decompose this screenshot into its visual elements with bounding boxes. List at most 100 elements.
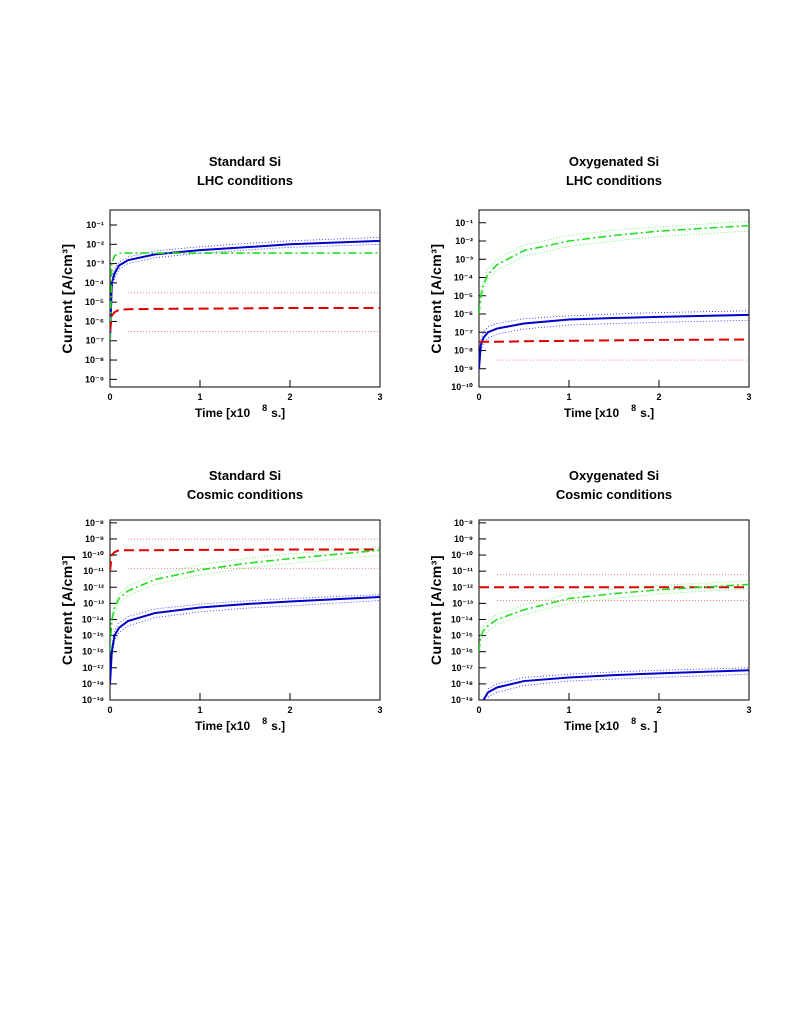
- y-tick-label: 10⁻¹⁸: [82, 679, 104, 689]
- y-tick-label: 10⁻¹⁰: [451, 382, 473, 392]
- x-tick-label: 2: [656, 705, 661, 715]
- y-tick-label: 10⁻¹²: [452, 582, 473, 592]
- panel: Standard Si LHC conditions 10⁻¹ 10⁻² 10⁻³ 10⁻…: [59, 154, 383, 420]
- plot-frame: [109, 519, 381, 701]
- x-axis-label-text: Time [x10: [564, 406, 619, 420]
- x-tick-label: 2: [287, 705, 292, 715]
- series-line: [110, 239, 380, 341]
- x-axis-label-text: Time [x10: [195, 406, 250, 420]
- y-tick-label: 10⁻¹⁵: [451, 631, 473, 641]
- plot-frame: [109, 209, 381, 388]
- series-line: [110, 595, 380, 684]
- series-line: [480, 580, 749, 631]
- y-tick-label: 10⁻¹⁰: [82, 550, 104, 560]
- y-tick-label: 10⁻⁹: [85, 374, 104, 384]
- x-axis-label-text: Time [x10: [564, 719, 619, 733]
- x-axis-label: Time [x10 8 s. ]: [564, 716, 658, 733]
- chart-title: Standard Si: [209, 468, 281, 483]
- series-line: [480, 588, 749, 641]
- x-tick-label: 2: [656, 392, 661, 402]
- series-line: [111, 600, 380, 657]
- y-tick-label: 10⁻⁴: [85, 278, 104, 288]
- y-axis-label: Current [A/cm³]: [59, 555, 75, 665]
- chart-subtitle: Cosmic conditions: [187, 487, 303, 502]
- chart-title: Oxygenated Si: [569, 468, 659, 483]
- y-tick-label: 10⁻⁸: [454, 346, 473, 356]
- chart-subtitle: Cosmic conditions: [556, 487, 672, 502]
- y-tick-label: 10⁻⁷: [86, 336, 105, 346]
- y-tick-label: 10⁻⁷: [455, 327, 474, 337]
- x-axis-label-exponent: 8: [631, 403, 636, 413]
- x-tick-label: 0: [107, 705, 112, 715]
- y-tick-label: 10⁻⁶: [85, 316, 104, 326]
- x-tick-label: 0: [476, 392, 481, 402]
- series-line: [110, 252, 380, 341]
- y-tick-label: 10⁻²: [86, 239, 104, 249]
- y-tick-label: 10⁻⁵: [85, 297, 104, 307]
- series-line: [110, 549, 380, 652]
- y-tick-label: 10⁻¹¹: [452, 566, 473, 576]
- x-axis-label-unit: s.]: [640, 406, 654, 420]
- y-tick-label: 10⁻²: [455, 236, 473, 246]
- y-tick-label: 10⁻¹³: [83, 598, 104, 608]
- x-tick-label: 1: [566, 392, 571, 402]
- series-line: [111, 546, 380, 615]
- series-line: [111, 236, 380, 278]
- series-line: [480, 230, 749, 302]
- x-axis-label-exponent: 8: [262, 403, 267, 413]
- panel: Oxygenated Si LHC conditions 10⁻¹ 10⁻² 10⁻³ 1…: [428, 154, 752, 420]
- y-tick-label: 10⁻¹⁷: [452, 663, 474, 673]
- x-tick-label: 0: [476, 705, 481, 715]
- plot-frame: [478, 209, 750, 388]
- y-tick-label: 10⁻¹⁸: [451, 679, 473, 689]
- y-tick-label: 10⁻¹⁵: [82, 631, 104, 641]
- series-line: [480, 310, 749, 340]
- x-tick-label: 1: [197, 392, 202, 402]
- y-tick-label: 10⁻⁸: [85, 518, 104, 528]
- series-line: [479, 313, 749, 369]
- x-tick-label: 3: [377, 705, 382, 715]
- y-tick-label: 10⁻¹⁰: [451, 550, 473, 560]
- y-tick-label: 10⁻¹⁷: [83, 663, 105, 673]
- x-axis-label-unit: s. ]: [640, 719, 657, 733]
- series-line: [110, 548, 380, 572]
- x-tick-label: 0: [107, 392, 112, 402]
- y-tick-label: 10⁻¹: [455, 218, 473, 228]
- chart-title: Oxygenated Si: [569, 154, 659, 169]
- y-tick-label: 10⁻¹⁹: [82, 695, 104, 705]
- x-axis-label-unit: s.]: [271, 719, 285, 733]
- x-axis-label-exponent: 8: [631, 716, 636, 726]
- y-tick-label: 10⁻³: [86, 259, 104, 269]
- x-tick-label: 1: [197, 705, 202, 715]
- y-tick-label: 10⁻¹²: [83, 582, 104, 592]
- series-line: [487, 673, 749, 698]
- y-tick-label: 10⁻¹³: [452, 598, 473, 608]
- series-line: [479, 224, 749, 315]
- y-tick-label: 10⁻⁴: [454, 273, 473, 283]
- plot-frame: [478, 519, 750, 701]
- series-line: [111, 243, 380, 289]
- y-tick-label: 10⁻¹⁶: [82, 647, 104, 657]
- y-tick-label: 10⁻⁹: [454, 364, 473, 374]
- x-tick-label: 3: [746, 705, 751, 715]
- y-axis-label: Current [A/cm³]: [428, 555, 444, 665]
- chart-subtitle: LHC conditions: [566, 173, 662, 188]
- y-tick-label: 10⁻¹⁹: [451, 695, 473, 705]
- y-tick-label: 10⁻⁵: [454, 291, 473, 301]
- series-line: [111, 594, 380, 647]
- x-axis-label-unit: s.]: [271, 406, 285, 420]
- y-tick-label: 10⁻³: [455, 254, 473, 264]
- x-tick-label: 3: [746, 392, 751, 402]
- y-tick-label: 10⁻¹¹: [83, 566, 104, 576]
- series-line: [479, 583, 749, 652]
- x-tick-label: 1: [566, 705, 571, 715]
- series-line: [479, 338, 749, 343]
- panel: Standard Si Cosmic conditions 10⁻⁸ 10⁻⁹ 10⁻¹…: [59, 468, 383, 733]
- x-axis-label: Time [x10 8 s.]: [195, 403, 285, 420]
- series-line: [480, 220, 749, 291]
- x-axis-label: Time [x10 8 s.]: [195, 716, 285, 733]
- chart-subtitle: LHC conditions: [197, 173, 293, 188]
- y-tick-label: 10⁻¹: [86, 220, 104, 230]
